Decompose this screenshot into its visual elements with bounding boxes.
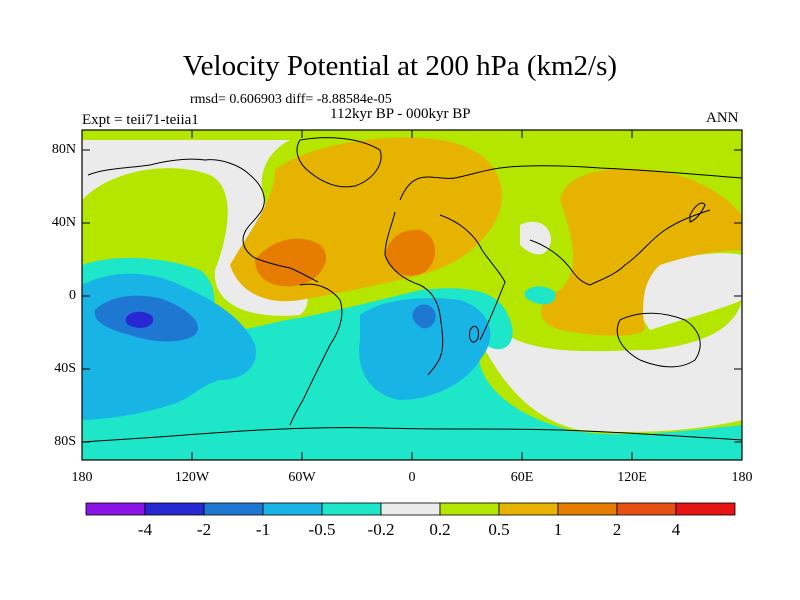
experiment-text: Expt = teii71-teiia1 [82,112,199,128]
negative-region-south-atlantic [359,298,491,400]
coastline-southeast-asia [589,209,711,286]
neutral-region-indian-ocean [520,221,551,255]
coastlines [82,137,742,443]
lat-label-eq: 0 [69,288,76,303]
lat-label-80n: 80N [51,142,76,157]
colorbar-box-10 [675,502,736,516]
lon-label-120e: 120E [617,470,647,485]
strong-positive-region-west-africa [385,229,436,276]
colorbar-label-2: -2 [196,520,212,539]
coastline-madagascar [469,325,479,343]
colorbar-box-2 [203,502,264,516]
colorbar-box-0 [85,502,146,516]
lon-label-180e: 180 [731,470,753,485]
negative-region-africa [412,304,436,329]
colorbar-label-5: -0.2 [367,520,395,539]
lat-label-80s: 80S [54,434,76,449]
colorbar-box-9 [616,502,677,516]
coastline-japan [689,202,706,223]
colorbar-label-6: 0.2 [429,520,451,539]
lon-label-0: 0 [408,470,416,485]
colorbar-box-4 [321,502,382,516]
colorbar-box-7 [498,502,559,516]
coastline-south-america [289,283,343,426]
colorbar-label-9: 2 [612,520,622,539]
colorbar-box-1 [144,502,205,516]
coastline-australia [616,312,701,368]
positive-region-asia [541,168,742,336]
lon-label-60w: 60W [288,470,316,485]
lon-label-60e: 60E [510,470,534,485]
colorbar-label-3: -1 [255,520,271,539]
colorbar [85,502,736,516]
colorbar-box-3 [262,502,323,516]
colorbar-box-5 [380,502,441,516]
strong-positive-region-caribbean [255,238,327,287]
colorbar-label-7: 0.5 [488,520,510,539]
colorbar-box-8 [557,502,618,516]
lon-label-120w: 120W [174,470,210,485]
coastline-africa [384,211,444,376]
colorbar-box-6 [439,502,500,516]
neutral-region-east-pacific [634,253,742,330]
colorbar-label-10: 4 [671,520,681,539]
coastline-east-africa [439,214,506,341]
neutral-region-southern [480,300,742,432]
coastline-north-america [87,158,319,283]
negative-region-indian-ocean [524,286,556,305]
axis-ticks [81,130,743,460]
coastline-india [529,239,591,286]
period-text: 112kyr BP - 000kyr BP [330,106,471,122]
colorbar-label-4: -0.5 [308,520,336,539]
coastline-greenland [296,137,382,188]
lat-label-40s: 40S [54,361,76,376]
stats-text: rmsd= 0.606903 diff= -8.88584e-05 [190,92,392,107]
season-text: ANN [706,110,739,126]
lon-label-180w: 180 [71,470,93,485]
colorbar-label-1: -4 [137,520,153,539]
plot-title: Velocity Potential at 200 hPa (km2/s) [182,50,618,82]
coastline-antarctica [82,427,742,443]
lat-label-40n: 40N [51,215,76,230]
contour-field [82,130,742,460]
colorbar-label-8: 1 [553,520,563,539]
coastline-europe [399,165,742,201]
strong-negative-region-pacific [125,311,154,328]
